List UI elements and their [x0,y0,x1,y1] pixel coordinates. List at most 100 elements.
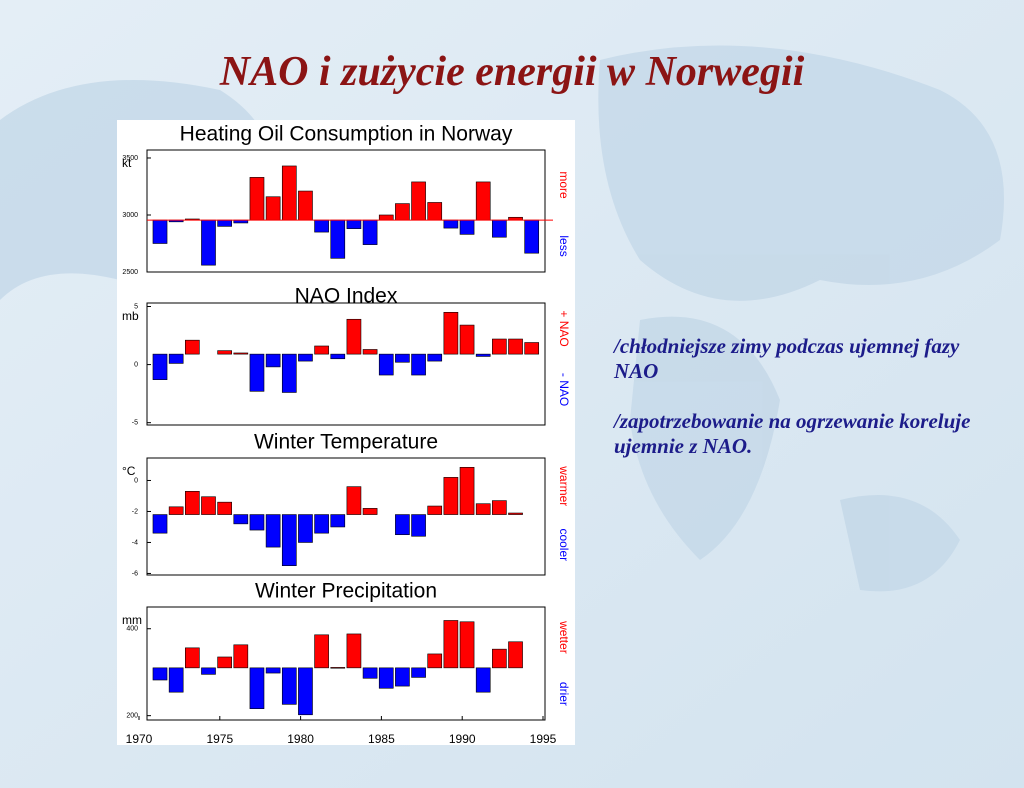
side-annotation: warmer [557,465,571,506]
bar [265,353,281,368]
bar [233,352,249,355]
bar [265,514,281,548]
bar [378,353,394,376]
bar [281,667,297,705]
bar [524,219,540,254]
bar [411,353,426,376]
bar [443,219,459,229]
bar [395,203,410,221]
slide-title: NAO i zużycie energii w Norwegii [219,49,805,95]
bar [475,667,491,693]
bar [217,219,232,227]
bar [346,486,362,515]
bar [362,508,378,515]
bar [378,667,394,689]
bar [249,177,265,221]
bar [201,667,216,675]
plot-frame [146,606,546,721]
x-tick-label: 1970 [126,732,153,746]
y-tick-label: 3000 [122,212,138,219]
bar [475,353,491,357]
chart-title: Winter Precipitation [255,580,437,603]
bar [217,656,232,669]
bar [459,621,475,669]
bar [443,620,459,669]
plot-frame [146,302,546,426]
y-tick-label: 3500 [122,155,138,162]
bar [265,196,281,221]
bar [314,514,329,534]
bar [152,514,168,534]
bar [395,514,410,536]
bar [427,202,443,221]
bar [362,667,378,679]
bar [330,667,346,669]
bar [346,219,362,229]
bar [492,500,507,515]
bar [378,214,394,221]
bar [475,503,491,515]
chart-title: Winter Temperature [254,431,438,454]
bar [362,219,378,245]
bar [492,338,507,355]
bar [492,648,507,669]
bar [411,181,426,221]
y-tick-label: 0 [134,361,138,368]
bar [508,641,523,669]
side-annotation: less [557,235,571,256]
bar [281,514,297,567]
bar [346,633,362,669]
bar [184,339,200,355]
bar [443,311,459,355]
plot-frame [146,457,546,576]
bar [168,506,184,515]
note: /zapotrzebowanie na ogrzewanie koreluje … [614,409,971,458]
bar [362,349,378,355]
bar [395,353,410,363]
bar [201,219,216,266]
bar [217,350,232,355]
x-tick-label: 1980 [287,732,314,746]
bar [233,644,249,669]
bar [314,345,329,355]
bar [459,466,475,515]
y-axis-label: mb [122,309,139,323]
y-tick-label: -2 [132,508,138,515]
bar [233,514,249,525]
bar [281,353,297,393]
bar [298,353,313,362]
note: /chłodniejsze zimy podczas ujemnej fazy … [614,334,960,383]
bar [314,634,329,669]
bar [249,353,265,392]
bar [427,653,443,669]
x-tick-label: 1990 [449,732,476,746]
bar [346,318,362,355]
y-tick-label: -6 [132,570,138,577]
bar [168,667,184,693]
bar [152,219,168,244]
bar [508,512,523,515]
y-tick-label: 200 [126,712,138,719]
chart-title: NAO Index [295,285,398,308]
bar [395,667,410,687]
side-annotation: drier [557,682,571,706]
bar [330,514,346,528]
bar [459,324,475,355]
bar [411,667,426,678]
bar [427,505,443,515]
side-annotation: more [557,171,571,199]
bar [249,514,265,531]
bar [281,165,297,221]
bar [217,501,232,515]
bar [298,190,313,221]
x-tick-label: 1985 [368,732,395,746]
bar [314,219,329,233]
y-tick-label: -5 [132,420,138,427]
y-axis-label: mm [122,613,142,627]
side-annotation: - NAO [557,373,571,406]
bar [201,496,216,515]
bar [524,342,540,355]
y-tick-label: -4 [132,539,138,546]
